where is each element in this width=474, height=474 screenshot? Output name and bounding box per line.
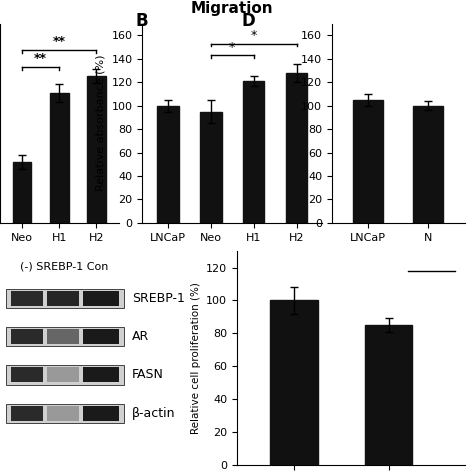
Bar: [50, 93, 69, 361]
Bar: [286, 73, 307, 223]
Bar: [270, 301, 318, 465]
Bar: [243, 81, 264, 223]
FancyBboxPatch shape: [6, 365, 124, 384]
Text: **: **: [53, 35, 66, 48]
FancyBboxPatch shape: [83, 329, 119, 344]
Title: Migration: Migration: [191, 0, 273, 16]
Text: SREBP-1: SREBP-1: [132, 292, 185, 305]
Text: β-actin: β-actin: [132, 407, 176, 420]
Bar: [87, 76, 106, 361]
FancyBboxPatch shape: [6, 289, 124, 308]
Text: AR: AR: [132, 330, 149, 343]
Y-axis label: Relative cell proliferation (%): Relative cell proliferation (%): [191, 282, 201, 434]
Y-axis label: Relative absorbance (%): Relative absorbance (%): [96, 55, 106, 191]
FancyBboxPatch shape: [47, 367, 79, 383]
FancyBboxPatch shape: [47, 406, 79, 421]
FancyBboxPatch shape: [10, 367, 43, 383]
Bar: [413, 106, 443, 223]
Bar: [353, 100, 383, 223]
Bar: [365, 325, 412, 465]
FancyBboxPatch shape: [47, 291, 79, 306]
FancyBboxPatch shape: [83, 367, 119, 383]
FancyBboxPatch shape: [47, 329, 79, 344]
Text: B: B: [135, 12, 148, 30]
Text: **: **: [34, 52, 47, 65]
FancyBboxPatch shape: [10, 291, 43, 306]
Bar: [13, 162, 31, 361]
Text: D: D: [242, 12, 255, 30]
Text: FASN: FASN: [132, 368, 164, 382]
Text: *: *: [251, 29, 257, 43]
FancyBboxPatch shape: [10, 406, 43, 421]
Bar: [157, 106, 179, 223]
Bar: [200, 111, 221, 223]
FancyBboxPatch shape: [83, 291, 119, 306]
FancyBboxPatch shape: [10, 329, 43, 344]
FancyBboxPatch shape: [6, 404, 124, 423]
Text: *: *: [229, 41, 236, 54]
Text: (-) SREBP-1 Con: (-) SREBP-1 Con: [20, 262, 108, 272]
FancyBboxPatch shape: [6, 327, 124, 346]
FancyBboxPatch shape: [83, 406, 119, 421]
